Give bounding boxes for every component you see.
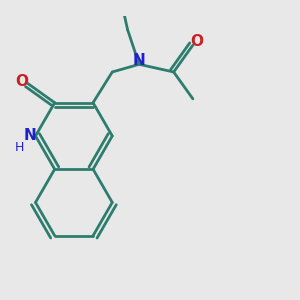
Text: H: H	[15, 141, 24, 154]
Text: N: N	[23, 128, 36, 143]
Text: O: O	[190, 34, 203, 49]
Text: N: N	[133, 53, 146, 68]
Text: O: O	[16, 74, 28, 89]
